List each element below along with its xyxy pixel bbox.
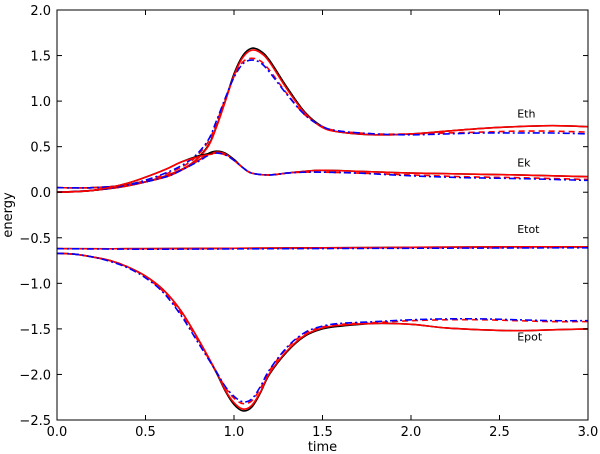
series-layer (57, 47, 588, 412)
y-tick-label: −0.5 (19, 232, 51, 247)
annotations-layer: Eth Ek Etot Epot (517, 108, 543, 344)
y-tick-label: 2.0 (30, 4, 51, 19)
series-line-epot-dashed-red (57, 252, 588, 405)
y-tick-label: −2.0 (19, 368, 51, 383)
x-tick-label: 1.5 (312, 425, 333, 440)
series-line-epot-solid-red (57, 252, 588, 410)
series-line-epot-dashdot-blue (57, 252, 588, 403)
annotation-ek: Ek (517, 157, 531, 170)
y-tick-label: −1.0 (19, 277, 51, 292)
y-tick-label: 1.0 (30, 95, 51, 110)
annotation-eth: Eth (517, 108, 535, 121)
ticks-layer: 0.0 0.5 1.0 1.5 2.0 2.5 3.0 2.0 1.5 1.0 0.5 0.0 −0.5… (19, 4, 598, 440)
y-tick-label: −1.5 (19, 323, 51, 338)
x-tick-label: 3.0 (578, 425, 599, 440)
plot-frame (56, 9, 589, 421)
series-line-ek-dashed-red (57, 152, 588, 189)
y-tick-label: 0.0 (30, 186, 51, 201)
series-line-epot-solid-black (57, 252, 588, 412)
x-tick-label: 0.0 (47, 425, 68, 440)
y-axis-label: energy (1, 192, 16, 238)
x-axis-label: time (308, 440, 337, 454)
y-tick-label: 1.5 (30, 50, 51, 65)
series-line-ek-dashdot-blue (57, 152, 588, 189)
series-line-eth-dashed-red (57, 57, 588, 194)
series-line-etot-dashdot-blue (57, 247, 588, 250)
x-tick-label: 2.5 (489, 425, 510, 440)
annotation-etot: Etot (517, 223, 540, 236)
x-tick-label: 0.5 (135, 425, 156, 440)
series-line-eth-dashdot-blue (57, 59, 588, 194)
y-tick-label: −2.5 (19, 414, 51, 429)
x-tick-label: 1.0 (224, 425, 245, 440)
x-tick-label: 2.0 (401, 425, 422, 440)
series-line-ek2-solid-red (57, 153, 213, 194)
y-tick-label: 0.5 (30, 141, 51, 156)
annotation-epot: Epot (517, 331, 543, 344)
